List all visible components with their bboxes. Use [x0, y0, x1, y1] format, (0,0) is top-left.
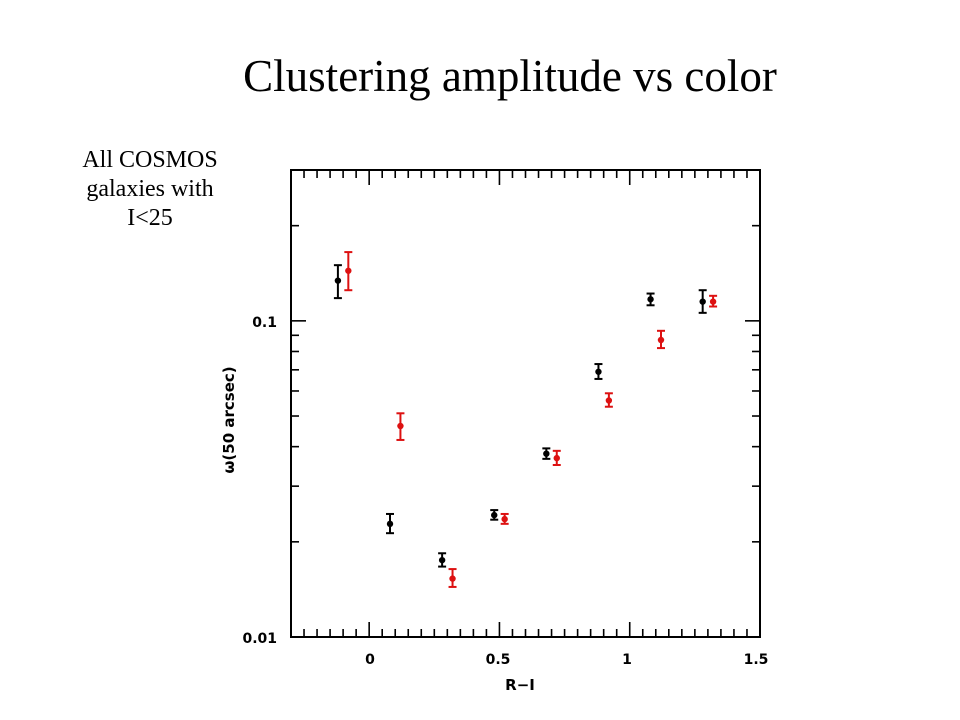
data-point [646, 292, 655, 307]
side-note-line-2: galaxies with [86, 176, 214, 202]
x-axis-label: R−I [505, 676, 535, 694]
data-point [656, 329, 665, 350]
point-marker [334, 277, 342, 284]
data-point [604, 392, 613, 408]
data-point [552, 449, 561, 466]
point-marker [491, 511, 498, 519]
data-point [500, 512, 509, 525]
x-tick-label-0.5: 0.5 [486, 652, 511, 668]
data-point [386, 512, 395, 535]
point-marker [595, 368, 602, 375]
data-point [698, 289, 707, 314]
side-note: All COSMOS galaxies with I<25 [40, 146, 260, 233]
data-point [490, 509, 499, 521]
y-tick-label-0.1: 0.1 [252, 315, 277, 331]
y-tick-label-0.01: 0.01 [242, 631, 277, 647]
side-note-line-1: All COSMOS [82, 147, 218, 173]
point-marker [345, 267, 352, 274]
data-point [438, 552, 447, 568]
point-marker [709, 298, 717, 305]
data-point [594, 363, 603, 380]
point-marker [386, 520, 394, 528]
data-point [542, 447, 551, 460]
plot-frame [290, 169, 761, 638]
data-point [448, 568, 457, 588]
point-marker [501, 515, 508, 523]
x-tick-label-1: 1 [622, 652, 632, 668]
data-point [333, 264, 342, 300]
point-marker [657, 336, 665, 344]
y-axis-label: ω(50 arcsec) [220, 366, 238, 473]
x-tick-label-0: 0 [365, 652, 375, 668]
x-tick-label-1.5: 1.5 [744, 652, 769, 668]
point-marker [438, 556, 446, 564]
point-marker [553, 454, 560, 462]
slide-title: Clustering amplitude vs color [243, 51, 777, 101]
data-points [333, 251, 718, 588]
axis-ticks [291, 170, 761, 638]
point-marker [605, 397, 613, 404]
point-marker [449, 575, 456, 582]
data-point [709, 294, 718, 308]
data-point [344, 251, 353, 292]
point-marker [397, 422, 404, 430]
point-marker [647, 296, 654, 303]
data-point [396, 412, 405, 441]
point-marker [543, 450, 550, 457]
point-marker [699, 298, 706, 305]
side-note-line-3: I<25 [127, 205, 173, 231]
